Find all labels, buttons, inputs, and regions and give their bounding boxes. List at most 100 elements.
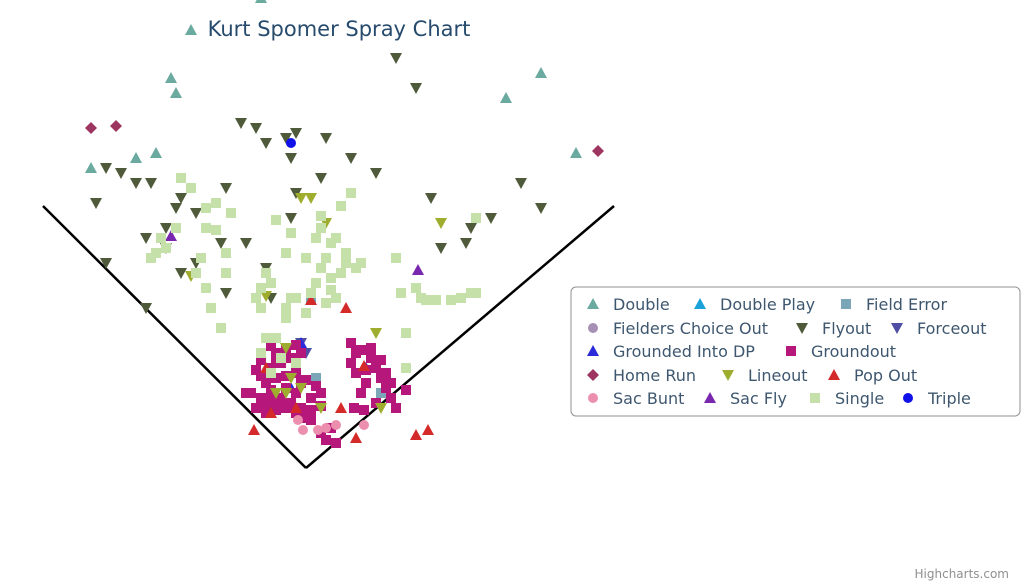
lineout-point[interactable]: [285, 373, 297, 384]
single-point[interactable]: [316, 223, 326, 233]
flyout-point[interactable]: [175, 268, 187, 279]
pop-out-point[interactable]: [340, 302, 352, 313]
single-point[interactable]: [471, 213, 481, 223]
legend-item-field-error[interactable]: Field Error: [841, 295, 947, 314]
lineout-point[interactable]: [280, 343, 292, 354]
groundout-point[interactable]: [366, 343, 376, 353]
sac-bunt-point[interactable]: [359, 420, 369, 430]
groundout-point[interactable]: [241, 388, 251, 398]
flyout-point[interactable]: [250, 123, 262, 134]
lineout-point[interactable]: [370, 328, 382, 339]
single-point[interactable]: [221, 268, 231, 278]
single-point[interactable]: [311, 278, 321, 288]
single-point[interactable]: [191, 268, 201, 278]
single-point[interactable]: [251, 293, 261, 303]
flyout-point[interactable]: [515, 178, 527, 189]
legend-item-sac-bunt[interactable]: Sac Bunt: [588, 389, 684, 408]
sac-bunt-point[interactable]: [331, 420, 341, 430]
groundout-point[interactable]: [346, 338, 356, 348]
groundout-point[interactable]: [251, 365, 261, 375]
legend-item-pop-out[interactable]: Pop Out: [828, 366, 917, 385]
single-point[interactable]: [221, 248, 231, 258]
single-point[interactable]: [411, 283, 421, 293]
sac-bunt-point[interactable]: [321, 423, 331, 433]
groundout-point[interactable]: [381, 368, 391, 378]
single-point[interactable]: [401, 363, 411, 373]
lineout-point[interactable]: [295, 193, 307, 204]
groundout-point[interactable]: [271, 405, 281, 415]
flyout-point[interactable]: [90, 198, 102, 209]
single-point[interactable]: [456, 293, 466, 303]
single-point[interactable]: [341, 258, 351, 268]
groundout-point[interactable]: [266, 385, 276, 395]
single-point[interactable]: [316, 211, 326, 221]
credits-link[interactable]: Highcharts.com: [915, 567, 1009, 581]
flyout-point[interactable]: [220, 288, 232, 299]
lineout-point[interactable]: [295, 383, 307, 394]
single-point[interactable]: [261, 268, 271, 278]
legend-item-sac-fly[interactable]: Sac Fly: [704, 389, 787, 408]
double-point[interactable]: [255, 0, 267, 3]
groundout-point[interactable]: [386, 393, 396, 403]
flyout-point[interactable]: [465, 223, 477, 234]
groundout-point[interactable]: [261, 398, 271, 408]
single-point[interactable]: [201, 283, 211, 293]
legend-item-home-run[interactable]: Home Run: [587, 366, 696, 385]
flyout-point[interactable]: [370, 168, 382, 179]
sac-bunt-point[interactable]: [293, 415, 303, 425]
pop-out-point[interactable]: [410, 429, 422, 440]
single-point[interactable]: [316, 263, 326, 273]
single-point[interactable]: [301, 253, 311, 263]
single-point[interactable]: [146, 253, 156, 263]
groundout-point[interactable]: [261, 378, 271, 388]
single-point[interactable]: [271, 215, 281, 225]
flyout-point[interactable]: [435, 243, 447, 254]
groundout-point[interactable]: [376, 355, 386, 365]
pop-out-point[interactable]: [290, 402, 302, 413]
legend-item-forceout[interactable]: Forceout: [891, 319, 987, 338]
lineout-point[interactable]: [305, 193, 317, 204]
lineout-point[interactable]: [280, 388, 292, 399]
flyout-point[interactable]: [175, 193, 187, 204]
single-point[interactable]: [256, 303, 266, 313]
single-point[interactable]: [391, 253, 401, 263]
groundout-point[interactable]: [311, 381, 321, 391]
single-point[interactable]: [421, 295, 431, 305]
pop-out-point[interactable]: [358, 360, 370, 371]
groundout-point[interactable]: [359, 405, 369, 415]
groundout-point[interactable]: [251, 403, 261, 413]
legend-item-single[interactable]: Single: [810, 389, 884, 408]
flyout-point[interactable]: [100, 258, 112, 269]
flyout-point[interactable]: [290, 128, 302, 139]
single-point[interactable]: [271, 333, 281, 343]
single-point[interactable]: [261, 333, 271, 343]
legend-item-double[interactable]: Double: [587, 295, 670, 314]
double-point[interactable]: [570, 147, 582, 158]
home-run-point[interactable]: [592, 145, 604, 157]
groundout-point[interactable]: [291, 388, 301, 398]
single-point[interactable]: [156, 233, 166, 243]
pop-out-point[interactable]: [305, 294, 317, 305]
flyout-point[interactable]: [390, 53, 402, 64]
flyout-point[interactable]: [425, 193, 437, 204]
flyout-point[interactable]: [345, 153, 357, 164]
flyout-point[interactable]: [160, 223, 172, 234]
double-point[interactable]: [85, 162, 97, 173]
single-point[interactable]: [266, 278, 276, 288]
pop-out-point[interactable]: [422, 424, 434, 435]
single-point[interactable]: [341, 248, 351, 258]
groundout-point[interactable]: [306, 405, 316, 415]
single-point[interactable]: [256, 348, 266, 358]
single-point[interactable]: [186, 183, 196, 193]
flyout-point[interactable]: [220, 183, 232, 194]
groundout-point[interactable]: [281, 371, 291, 381]
sac-fly-point[interactable]: [412, 264, 424, 275]
single-point[interactable]: [176, 173, 186, 183]
flyout-point[interactable]: [260, 138, 272, 149]
groundout-point[interactable]: [261, 408, 271, 418]
single-point[interactable]: [201, 223, 211, 233]
groundout-point[interactable]: [351, 348, 361, 358]
double-point[interactable]: [500, 92, 512, 103]
single-point[interactable]: [256, 283, 266, 293]
single-point[interactable]: [311, 233, 321, 243]
